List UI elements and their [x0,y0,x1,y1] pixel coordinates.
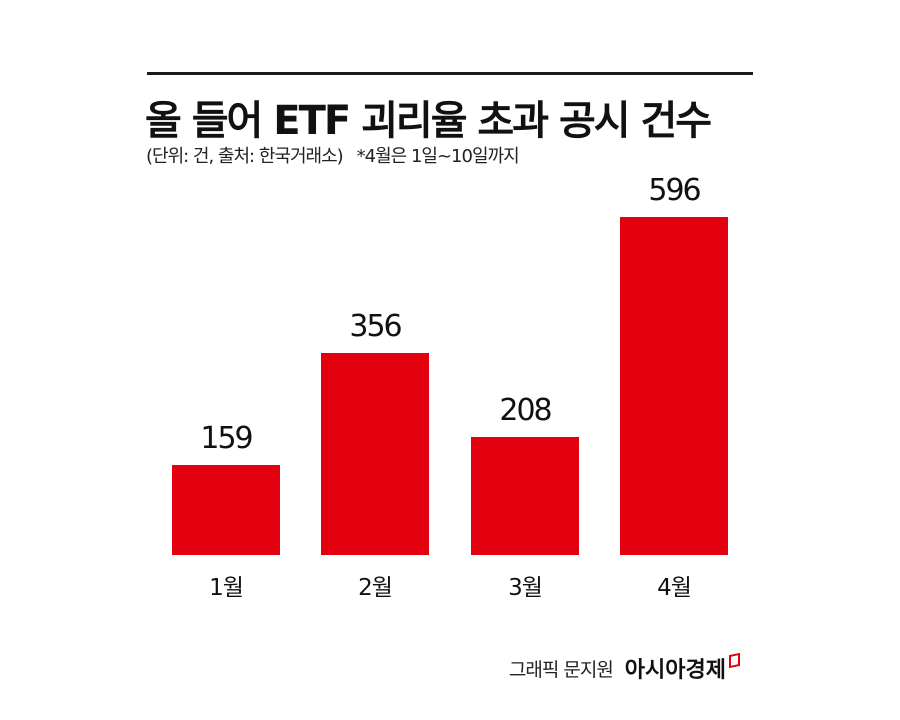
bar-3 [471,437,579,555]
value-label: 208 [499,393,552,428]
chart-title: 올 들어 ETF 괴리율 초과 공시 건수 [145,98,712,144]
value-label: 596 [648,173,701,208]
category-label: 3월 [508,575,543,601]
category-label: 4월 [657,575,692,601]
chart-subtitle: (단위: 건, 출처: 한국거래소) *4월은 1일~10일까지 [146,142,520,168]
bar-4 [620,217,728,555]
category-label: 1월 [209,575,244,601]
brand-mark-icon [729,652,740,668]
brand-logo-text: 아시아경제 [624,658,726,683]
unit-source-label: (단위: 건, 출처: 한국거래소) [146,146,344,167]
bar-2 [321,353,429,555]
footnote-label: *4월은 1일~10일까지 [356,146,520,167]
value-label: 356 [349,309,402,344]
title-rule [147,72,753,75]
credit-line: 그래픽 문지원 아시아경제 [509,652,740,684]
graphic-credit: 그래픽 문지원 [508,658,614,681]
value-label: 159 [200,421,253,456]
bar-1 [172,465,280,555]
category-label: 2월 [358,575,393,601]
